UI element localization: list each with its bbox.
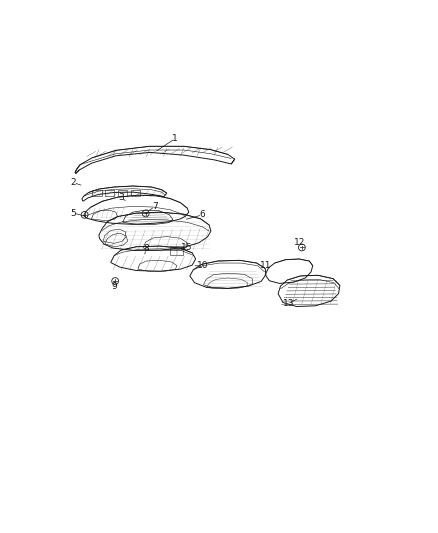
Text: 9: 9 [111, 281, 117, 290]
Bar [118, 190, 127, 196]
Text: 1: 1 [173, 134, 178, 143]
Bar [131, 190, 140, 196]
Bar [170, 246, 183, 255]
Text: 13: 13 [283, 298, 295, 308]
Text: 7: 7 [152, 202, 158, 211]
Text: 6: 6 [200, 211, 205, 220]
Bar [105, 190, 114, 196]
Text: 12: 12 [293, 238, 305, 246]
Text: 3: 3 [118, 193, 124, 203]
Text: 5: 5 [71, 208, 76, 217]
Bar [92, 190, 102, 196]
Text: 2: 2 [71, 178, 76, 187]
Text: 8: 8 [144, 244, 149, 253]
Text: 15: 15 [181, 243, 193, 252]
Text: 11: 11 [259, 261, 271, 270]
Text: 10: 10 [197, 261, 208, 270]
